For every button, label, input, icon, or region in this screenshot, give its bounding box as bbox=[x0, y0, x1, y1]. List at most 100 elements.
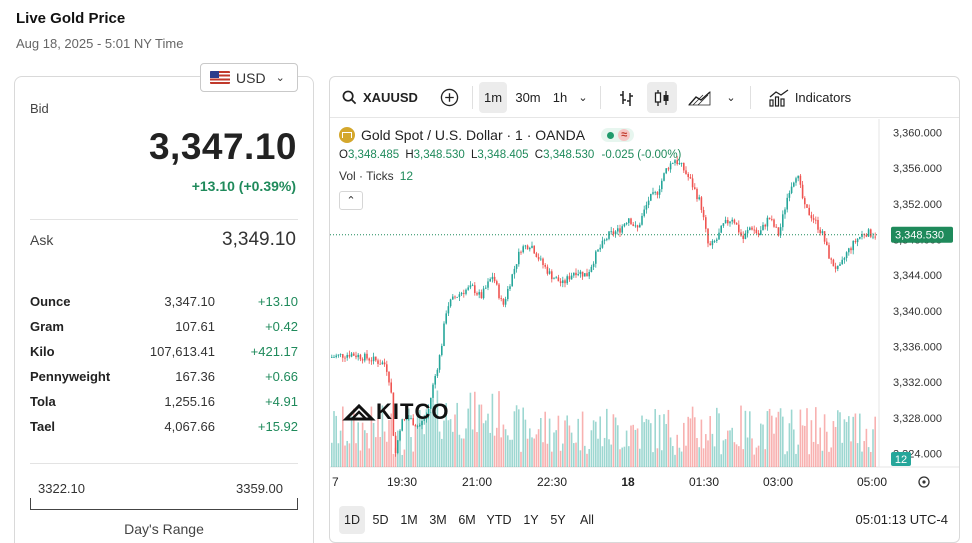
compare-symbol-button[interactable] bbox=[434, 82, 464, 113]
volume-bar bbox=[861, 451, 863, 467]
volume-bar bbox=[601, 446, 604, 467]
candles-chart-type-button[interactable] bbox=[647, 82, 677, 113]
volume-bar bbox=[694, 417, 696, 467]
volume-bar bbox=[603, 437, 606, 467]
candle-body bbox=[806, 204, 808, 208]
range-all[interactable]: All bbox=[580, 513, 594, 527]
candle-body bbox=[403, 419, 406, 421]
range-1y[interactable]: 1Y bbox=[523, 513, 539, 527]
candle-body bbox=[443, 323, 445, 346]
currency-select[interactable]: USD ⌄ bbox=[200, 63, 298, 92]
range-5y[interactable]: 5Y bbox=[550, 513, 566, 527]
volume-bar bbox=[817, 444, 819, 467]
range-1d[interactable]: 1D bbox=[339, 506, 365, 534]
range-3m[interactable]: 3M bbox=[429, 513, 447, 527]
volume-bar bbox=[830, 447, 832, 467]
interval-1m[interactable]: 1m bbox=[479, 82, 507, 113]
volume-bar bbox=[733, 442, 736, 467]
volume-bar bbox=[760, 423, 762, 467]
volume-bar bbox=[390, 413, 392, 467]
high-value: 3,348.530 bbox=[413, 149, 465, 161]
volume-bar bbox=[874, 416, 876, 467]
volume-bar bbox=[773, 433, 775, 467]
candle-body bbox=[854, 241, 857, 243]
indicators-button[interactable]: Indicators bbox=[760, 82, 860, 113]
plus-circle-icon bbox=[440, 88, 458, 107]
volume-bar bbox=[526, 438, 529, 467]
days-range-bar bbox=[30, 498, 298, 510]
volume-bar bbox=[619, 449, 621, 467]
candle-body bbox=[867, 229, 870, 237]
volume-bar bbox=[665, 423, 667, 467]
chart-clock[interactable]: 05:01:13 UTC-4 bbox=[855, 512, 949, 527]
candle-body bbox=[522, 246, 524, 253]
candle-body bbox=[529, 247, 531, 250]
candle-body bbox=[595, 251, 597, 264]
interval-dropdown[interactable]: ⌄ bbox=[574, 82, 592, 113]
candle-body bbox=[658, 189, 661, 195]
volume-bar bbox=[469, 392, 472, 467]
candle-body bbox=[760, 230, 762, 235]
candle-body bbox=[606, 238, 608, 240]
range-5d[interactable]: 5D bbox=[372, 513, 389, 527]
candle-body bbox=[669, 163, 672, 170]
market-open-dot-icon bbox=[607, 131, 615, 139]
interval-1h[interactable]: 1h bbox=[552, 90, 568, 105]
volume-bar bbox=[493, 435, 496, 467]
price-card bbox=[14, 76, 314, 543]
candle-body bbox=[614, 231, 617, 235]
y-tick-label: 3,332.000 bbox=[893, 377, 942, 389]
volume-bar bbox=[511, 439, 513, 467]
candle-body bbox=[645, 204, 648, 210]
candle-body bbox=[489, 279, 491, 282]
unit-change: +4.91 bbox=[265, 394, 298, 409]
bar-chart-type-button[interactable] bbox=[614, 82, 640, 113]
chevron-down-icon: ⌄ bbox=[275, 72, 285, 84]
volume-bar bbox=[757, 445, 760, 467]
candle-body bbox=[366, 353, 368, 359]
volume-bar bbox=[377, 418, 379, 467]
volume-bar bbox=[394, 447, 397, 467]
volume-bar bbox=[540, 418, 542, 467]
volume-bar bbox=[474, 391, 476, 467]
chart-type-dropdown[interactable]: ⌄ bbox=[722, 82, 740, 113]
volume-bar bbox=[344, 445, 346, 467]
market-status-pill[interactable]: ≈ bbox=[601, 128, 635, 142]
candle-body bbox=[553, 278, 555, 280]
chevron-up-icon: ⌃ bbox=[346, 195, 356, 207]
volume-bar bbox=[821, 450, 824, 467]
candle-body bbox=[339, 354, 342, 355]
unit-name: Pennyweight bbox=[30, 369, 111, 384]
candle-body bbox=[474, 285, 476, 294]
candle-body bbox=[566, 276, 568, 284]
candle-body bbox=[408, 418, 410, 420]
candle-body bbox=[430, 397, 432, 409]
price-chart[interactable]: 3,360.0003,356.0003,352.0003,348.0003,34… bbox=[330, 119, 960, 499]
kitco-logo-inner bbox=[351, 410, 367, 420]
volume-bar bbox=[568, 425, 571, 467]
candle-body bbox=[575, 272, 577, 276]
bid-change: +13.10 (+0.39%) bbox=[191, 178, 296, 194]
volume-bar bbox=[392, 453, 395, 467]
volume-bar bbox=[487, 413, 489, 467]
candle-body bbox=[683, 162, 685, 171]
interval-30m[interactable]: 30m bbox=[515, 90, 541, 105]
volume-bar bbox=[784, 454, 786, 467]
range-1m[interactable]: 1M bbox=[400, 513, 418, 527]
volume-bar bbox=[683, 422, 685, 467]
candle-body bbox=[799, 175, 802, 185]
x-tick-label: 03:00 bbox=[763, 475, 793, 489]
candle-body bbox=[724, 219, 727, 224]
symbol-search[interactable]: XAUUSD bbox=[338, 82, 420, 113]
candle-body bbox=[856, 238, 859, 243]
candle-body bbox=[368, 358, 370, 361]
volume-bar bbox=[559, 450, 562, 467]
area-chart-type-button[interactable] bbox=[686, 82, 714, 113]
collapse-legend-button[interactable]: ⌃ bbox=[339, 191, 363, 210]
volume-bar bbox=[685, 445, 687, 467]
range-ytd[interactable]: YTD bbox=[486, 513, 512, 527]
volume-bar bbox=[872, 429, 874, 467]
open-value: 3,348.485 bbox=[347, 149, 400, 161]
candle-body bbox=[570, 275, 573, 280]
range-6m[interactable]: 6M bbox=[458, 513, 476, 527]
